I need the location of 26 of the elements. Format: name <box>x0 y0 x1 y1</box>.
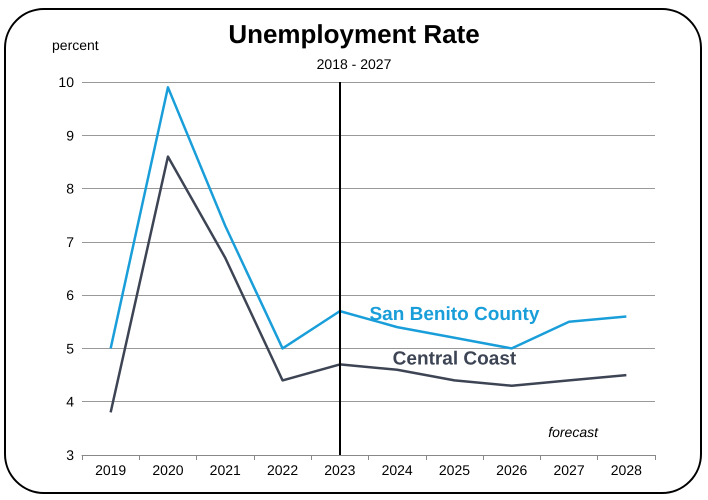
chart-subtitle: 2018 - 2027 <box>316 56 392 72</box>
y-tick-label: 5 <box>66 340 74 356</box>
y-tick-label: 10 <box>58 74 74 90</box>
line-series <box>109 86 628 350</box>
x-tick-label: 2025 <box>438 462 470 478</box>
y-tick-label: 8 <box>66 180 74 197</box>
x-tick-label: 2022 <box>266 462 298 478</box>
y-tick-label: 6 <box>66 287 74 304</box>
y-axis-title: percent <box>52 37 99 53</box>
y-tick-label: 9 <box>66 127 74 144</box>
x-tick-label: 2021 <box>210 462 242 478</box>
series-label: Central Coast <box>392 348 517 370</box>
annotation: forecast <box>548 424 600 440</box>
x-tick-label: 2027 <box>553 462 585 478</box>
line-series <box>109 155 628 414</box>
x-tick-label: 2028 <box>610 462 642 478</box>
x-tick-label: 2024 <box>382 462 413 478</box>
chart-title: Unemployment Rate <box>228 19 480 49</box>
y-tick-label: 3 <box>66 447 74 463</box>
y-tick-label: 7 <box>66 234 74 250</box>
x-tick-label: 2019 <box>95 462 126 478</box>
x-tick-label: 2023 <box>324 462 356 478</box>
y-tick-label: 4 <box>66 394 74 410</box>
x-tick-label: 2020 <box>152 462 184 478</box>
x-tick-label: 2026 <box>496 462 528 478</box>
series-label: San Benito County <box>369 304 540 325</box>
